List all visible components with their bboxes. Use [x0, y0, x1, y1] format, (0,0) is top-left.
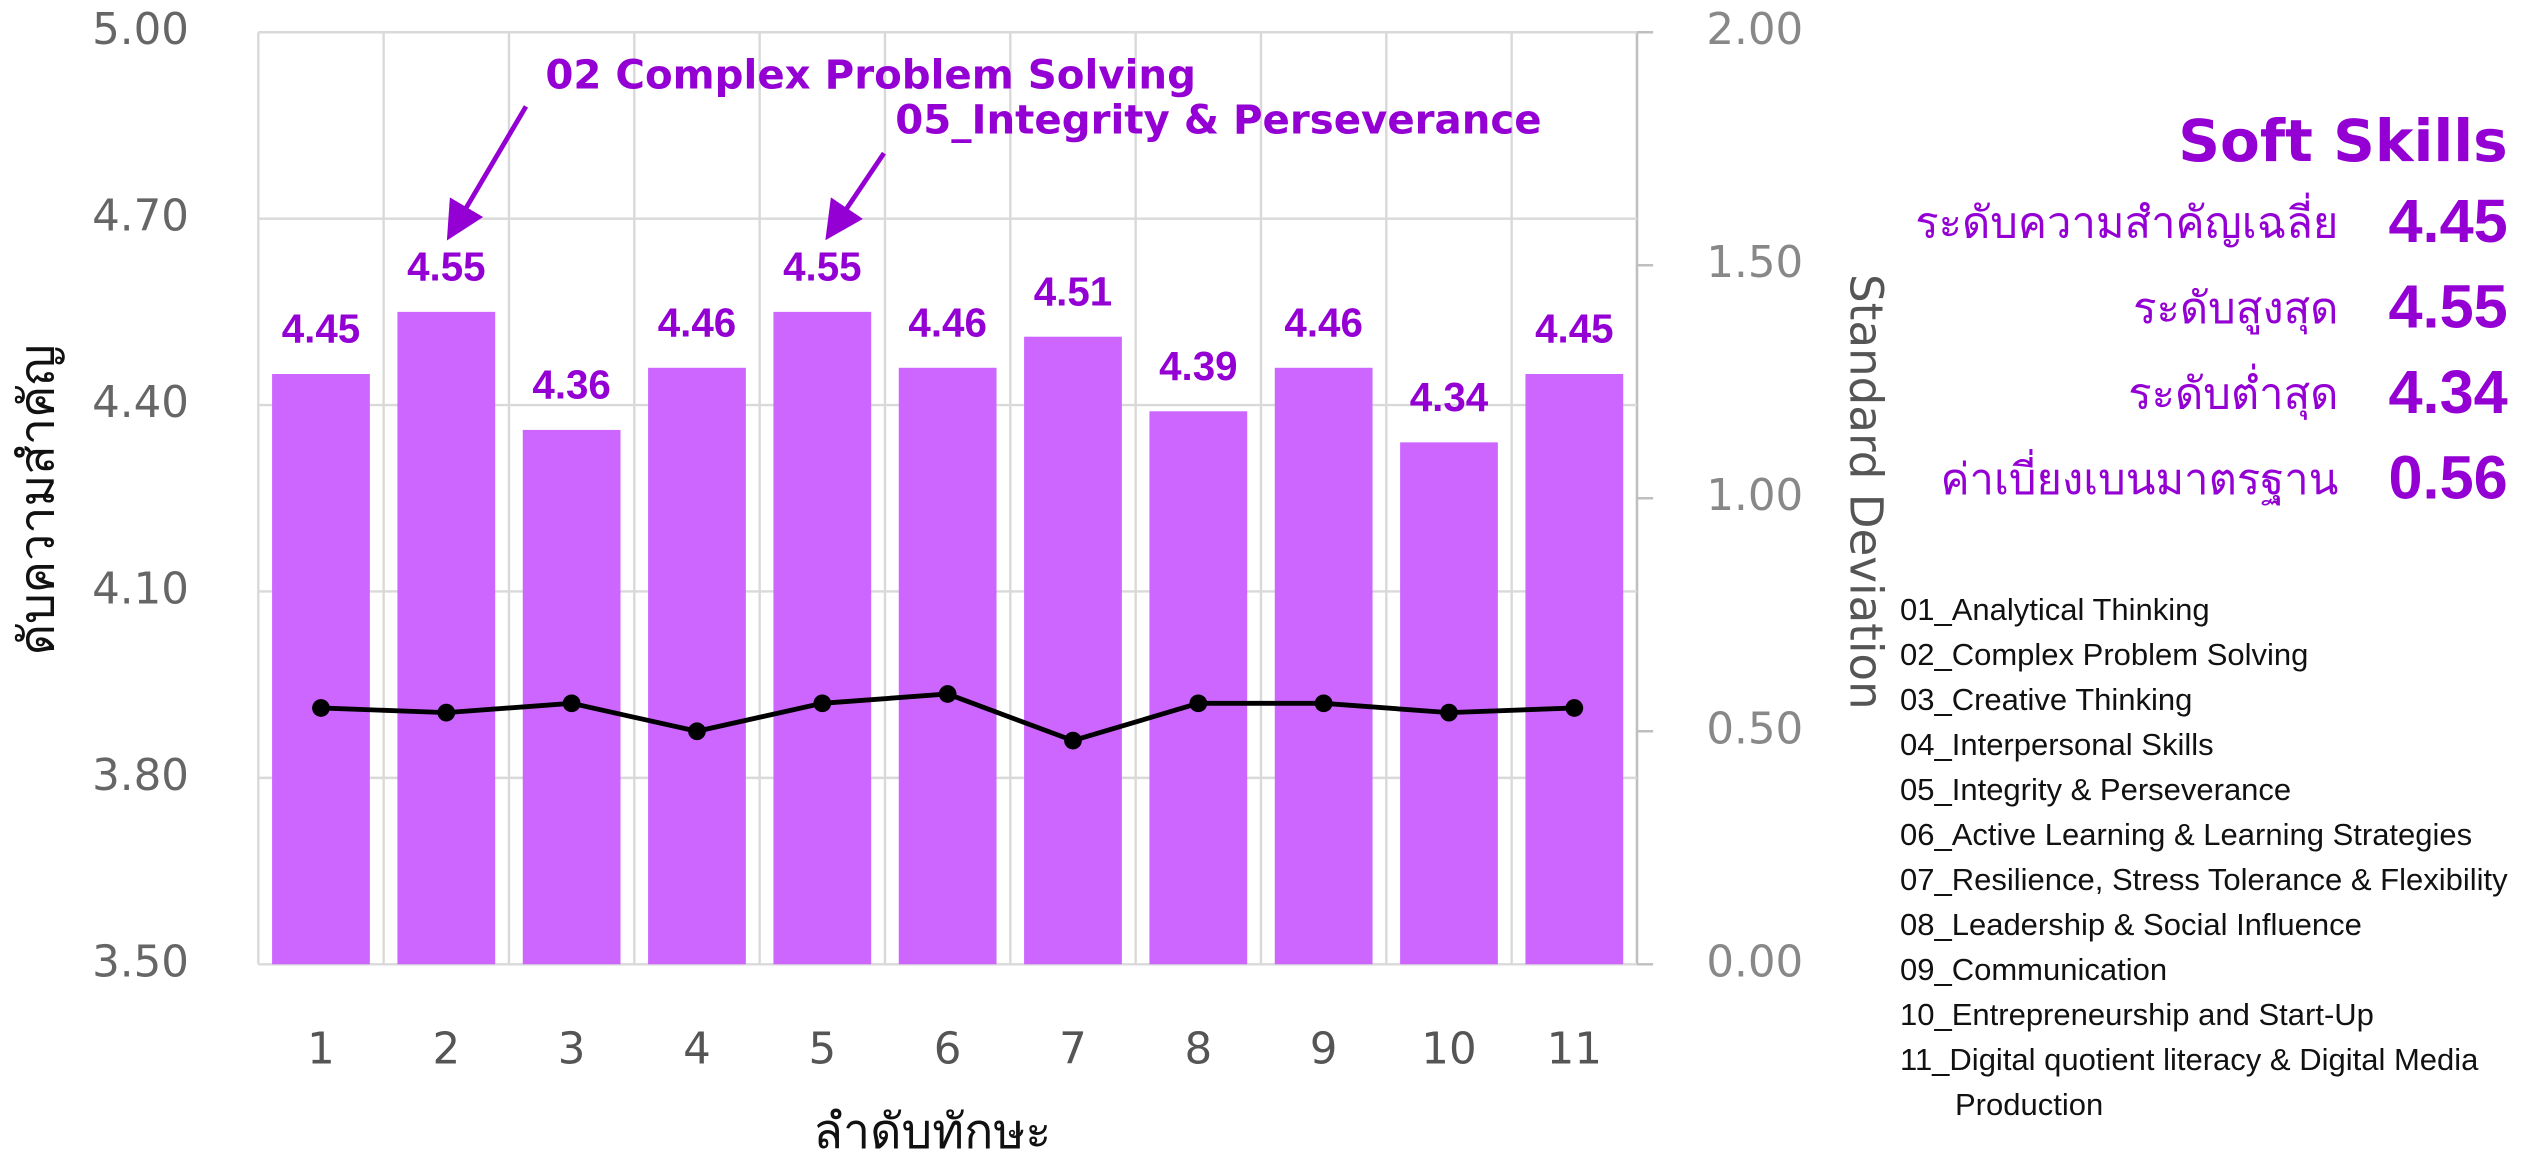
annotation-arrow — [825, 151, 886, 241]
data-label: 4.55 — [783, 245, 861, 290]
skill-item: 01_Analytical Thinking — [1900, 592, 2210, 627]
stat-label: ระดับต่ำสุด — [2128, 364, 2338, 421]
data-label: 4.51 — [1034, 269, 1112, 314]
line-point — [1440, 703, 1458, 722]
bar — [773, 311, 872, 965]
stat-value: 0.56 — [2388, 443, 2507, 511]
x-tick-label: 10 — [1421, 1024, 1476, 1074]
stat-value: 4.55 — [2388, 272, 2507, 340]
stat-label: ระดับความสำคัญเฉลี่ย — [1915, 193, 2338, 249]
line-point — [312, 699, 330, 717]
x-tick-label: 4 — [683, 1024, 711, 1074]
data-label: 4.55 — [407, 245, 485, 290]
bar — [1024, 336, 1122, 965]
bar — [1274, 367, 1373, 965]
x-tick-label: 6 — [934, 1024, 962, 1074]
data-label: 4.46 — [908, 300, 986, 345]
y-tick-label: 4.70 — [92, 192, 189, 242]
data-label: 4.36 — [532, 363, 610, 408]
line-point — [1314, 694, 1333, 713]
line-point — [1189, 694, 1208, 713]
stat-value: 4.45 — [2388, 187, 2507, 255]
skill-item: 10_Entrepreneurship and Start-Up — [1900, 997, 2374, 1032]
line-point — [562, 694, 581, 713]
y2-tick-label: 0.00 — [1706, 937, 1803, 987]
x-tick-label: 8 — [1184, 1024, 1212, 1074]
skill-list: 01_Analytical Thinking 02_Complex Problem… — [1900, 587, 2525, 1127]
x-tick-label: 2 — [432, 1024, 460, 1074]
bar — [648, 367, 746, 965]
stat-label: ระดับสูงสุด — [2133, 284, 2338, 335]
skill-item: 04_Interpersonal Skills — [1900, 727, 2214, 762]
x-tick-label: 11 — [1547, 1024, 1602, 1074]
line-point — [688, 722, 706, 741]
skill-item: 09_Communication — [1900, 952, 2168, 987]
data-label: 4.34 — [1410, 375, 1489, 420]
y2-axis-title: Standard Deviation — [1840, 274, 1893, 710]
y-axis-title: ดับความสำคัญ — [10, 344, 66, 655]
panel-title: Soft Skills — [2178, 107, 2508, 175]
skill-item: 03_Creative Thinking — [1900, 682, 2193, 717]
data-label: 4.45 — [282, 307, 360, 352]
x-tick-label: 7 — [1059, 1024, 1087, 1074]
bar — [898, 367, 997, 965]
skill-item: 06_Active Learning & Learning Strategies — [1900, 817, 2473, 852]
bar — [1400, 442, 1498, 965]
x-axis-title: ลำดับทักษะ — [813, 1104, 1051, 1160]
y-tick-label: 5.00 — [92, 5, 189, 55]
stat-label: ค่าเบี่ยงเบนมาตรฐาน — [1940, 449, 2338, 505]
bar — [1149, 411, 1248, 965]
y2-tick-label: 2.00 — [1706, 5, 1803, 55]
data-label: 4.45 — [1535, 307, 1613, 352]
data-label: 4.46 — [658, 300, 736, 345]
y2-tick-label: 1.50 — [1706, 238, 1803, 288]
annotation-arrow — [446, 105, 529, 241]
skill-item: 02_Complex Problem Solving — [1900, 637, 2309, 672]
line-point — [1565, 699, 1584, 717]
annotation: 02 Complex Problem Solving — [545, 51, 1196, 98]
x-tick-label: 1 — [307, 1024, 335, 1074]
x-tick-label: 3 — [558, 1024, 586, 1074]
skill-item: 08_Leadership & Social Influence — [1900, 907, 2362, 942]
skill-item: 05_Integrity & Perseverance — [1900, 772, 2292, 807]
data-label: 4.46 — [1284, 300, 1362, 345]
line-point — [437, 703, 456, 722]
line-point — [1064, 731, 1082, 750]
y-tick-label: 3.50 — [92, 937, 189, 987]
y2-tick-label: 1.00 — [1706, 471, 1803, 521]
x-tick-label: 9 — [1310, 1024, 1338, 1074]
x-tick-label: 5 — [808, 1024, 836, 1074]
line-point — [938, 685, 957, 703]
y-tick-label: 4.40 — [92, 378, 189, 428]
skill-item: 11_Digital quotient literacy & Digital M… — [1900, 1042, 2479, 1122]
y-tick-label: 3.80 — [92, 751, 189, 801]
bar — [272, 373, 370, 965]
line-point — [813, 694, 832, 713]
y2-tick-label: 0.50 — [1706, 704, 1803, 754]
skill-item: 07_Resilience, Stress Tolerance & Flexib… — [1900, 862, 2508, 897]
stat-value: 4.34 — [2388, 358, 2507, 426]
bar — [397, 311, 496, 965]
bar — [1525, 373, 1624, 965]
data-label: 4.39 — [1159, 344, 1237, 389]
annotation: 05_Integrity & Perseverance — [895, 97, 1541, 144]
y-tick-label: 4.10 — [92, 564, 189, 614]
